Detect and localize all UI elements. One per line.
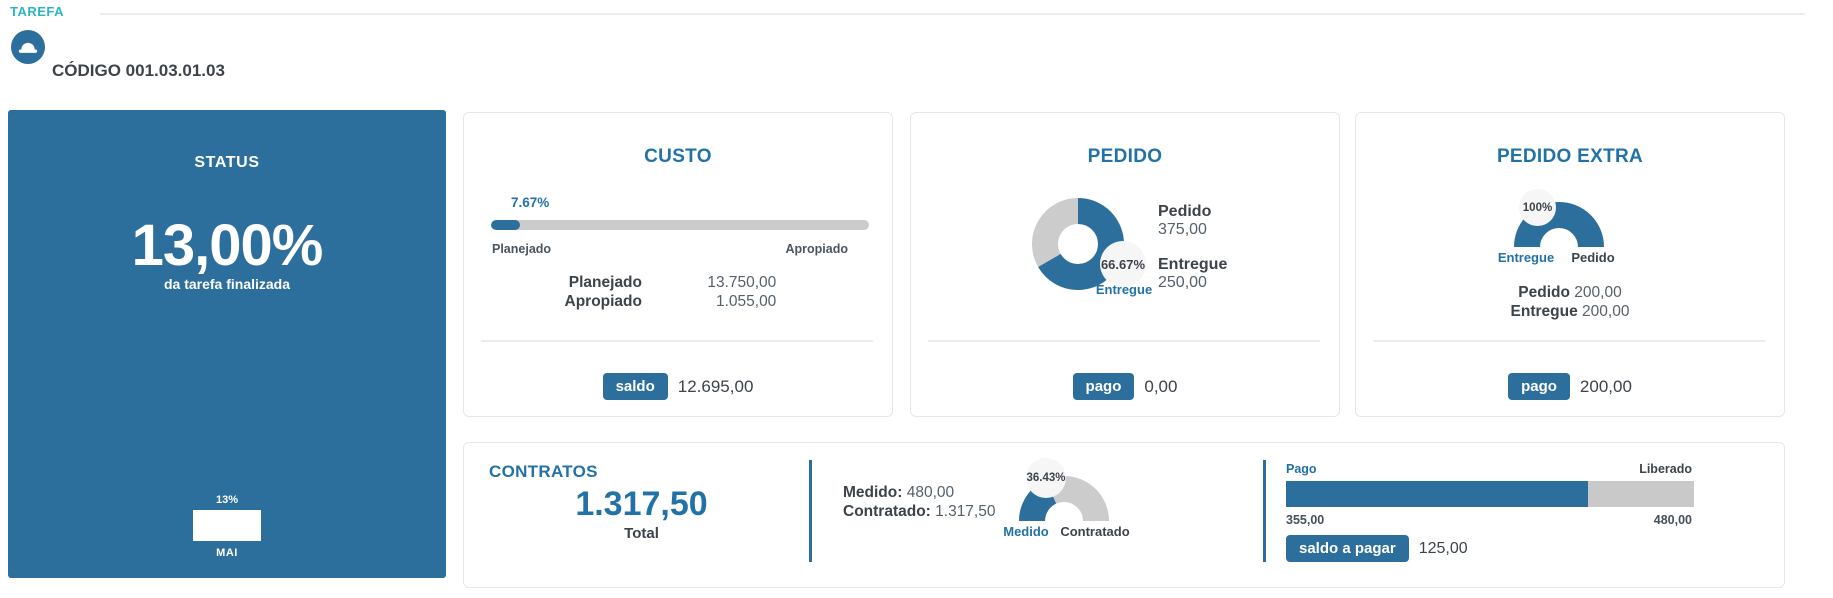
- row-label: Entregue: [1510, 303, 1578, 320]
- row-value: 200,00: [1582, 303, 1630, 320]
- pago-badge: pago: [1508, 373, 1570, 400]
- gauge-label-entregue: Entregue: [1497, 250, 1555, 265]
- custo-values-table: Planejado 13.750,00 Apropiado 1.055,00: [538, 273, 777, 311]
- gauge-label-medido: Medido: [1003, 524, 1049, 539]
- vertical-divider: [1263, 460, 1266, 562]
- custo-bar-label-right: Apropiado: [785, 242, 849, 256]
- contratos-total-label: Total: [624, 525, 659, 542]
- row-label: Pedido: [1518, 284, 1570, 301]
- hardhat-icon: [11, 30, 45, 64]
- contratos-title: CONTRATOS: [489, 462, 598, 481]
- pedido-donut-percent: 66.67%: [1100, 256, 1146, 272]
- status-title: STATUS: [194, 154, 260, 171]
- mini-bar: [193, 510, 261, 541]
- contratos-card: CONTRATOS 1.317,50 Total Medido: 480,00 …: [463, 442, 1785, 588]
- pedido-extra-card: PEDIDO EXTRA 100% Entregue Pedido Pedido…: [1355, 112, 1785, 417]
- pago-badge: pago: [1072, 373, 1135, 400]
- saldo-value: 12.695,00: [677, 376, 754, 396]
- header-divider: [100, 13, 1805, 15]
- custo-title: CUSTO: [644, 146, 712, 167]
- pago-bar-fill: [1286, 481, 1588, 507]
- legend-label: Pedido: [1158, 203, 1212, 220]
- card-divider: [928, 340, 1320, 342]
- vertical-divider: [809, 460, 812, 562]
- custo-row-label: Planejado: [568, 274, 642, 291]
- contratos-total-value: 1.317,50: [575, 485, 708, 523]
- card-divider: [1373, 340, 1765, 342]
- legend-label: Entregue: [1158, 256, 1228, 273]
- pedido-extra-percent-bubble: 100%: [1519, 189, 1556, 226]
- legend-value: 250,00: [1158, 274, 1207, 291]
- custo-row-label: Apropiado: [564, 293, 643, 310]
- custo-bar-label-left: Planejado: [492, 242, 552, 256]
- table-row: Planejado 13.750,00: [538, 273, 777, 292]
- saldo-a-pagar-row: saldo a pagar 125,00: [1286, 535, 1468, 562]
- bar-label-liberado: Liberado: [1639, 462, 1692, 476]
- pedido-donut-percent-bubble: 66.67%: [1100, 241, 1146, 287]
- custo-bar-labels: Planejado Apropiado: [492, 242, 848, 256]
- hardhat-icon-glyph: [18, 42, 38, 53]
- custo-progress-bar: [491, 220, 869, 230]
- custo-row-value: 13.750,00: [707, 274, 777, 291]
- contratos-gauge-percent: 36.43%: [1026, 472, 1066, 484]
- pago-liberado-labels: Pago Liberado: [1286, 462, 1692, 476]
- section-label-tarefa: TAREFA: [10, 4, 65, 19]
- pedido-extra-percent: 100%: [1522, 201, 1553, 214]
- status-subtitle: da tarefa finalizada: [163, 276, 291, 292]
- pago-value-label: 355,00: [1286, 513, 1325, 527]
- saldo-badge: saldo: [602, 373, 668, 400]
- contratos-percent-bubble: 36.43%: [1026, 458, 1066, 498]
- mini-bar-value-label: 13%: [215, 494, 239, 506]
- pago-liberado-values: 355,00 480,00: [1286, 513, 1692, 527]
- pedido-title: PEDIDO: [1087, 146, 1163, 167]
- contratos-gauge-chart: [1019, 476, 1109, 522]
- medido-label: Medido:: [843, 484, 903, 501]
- pedido-extra-title: PEDIDO EXTRA: [1496, 146, 1644, 167]
- custo-card: CUSTO 7.67% Planejado Apropiado Planejad…: [463, 112, 893, 417]
- pago-liberado-bar: [1286, 481, 1694, 507]
- table-row: Apropiado 1.055,00: [538, 292, 777, 311]
- gauge-label-contratado: Contratado: [1060, 524, 1130, 539]
- pedido-legend: Pedido 375,00 Entregue 250,00: [1158, 203, 1227, 309]
- pedido-pago-row: pago 0,00: [911, 373, 1339, 400]
- saldo-a-pagar-value: 125,00: [1418, 539, 1468, 557]
- custo-progress-percent: 7.67%: [511, 195, 550, 210]
- liberado-value-label: 480,00: [1653, 513, 1692, 527]
- custo-progress-fill: [491, 220, 520, 230]
- legend-value: 375,00: [1158, 221, 1207, 238]
- mini-bar-month-label: MAI: [216, 547, 238, 559]
- status-panel: STATUS 13,00% da tarefa finalizada 13% M…: [8, 110, 446, 578]
- card-divider: [481, 340, 873, 342]
- status-percent: 13,00%: [131, 213, 324, 278]
- pago-value: 0,00: [1144, 376, 1178, 396]
- table-row: Entregue 200,00: [1356, 302, 1784, 321]
- gauge-label-pedido: Pedido: [1571, 250, 1615, 265]
- contratos-values-block: Medido: 480,00 Contratado: 1.317,50: [843, 483, 995, 521]
- contratado-label: Contratado:: [843, 503, 931, 520]
- table-row: Pedido 200,00: [1356, 283, 1784, 302]
- pedido-card: PEDIDO 66.67% Entregue Pedido 375,00 Ent…: [910, 112, 1340, 417]
- bar-label-pago: Pago: [1286, 462, 1317, 476]
- saldo-a-pagar-badge: saldo a pagar: [1286, 535, 1409, 562]
- pedido-extra-pago-row: pago 200,00: [1356, 373, 1784, 400]
- custo-saldo-row: saldo 12.695,00: [464, 373, 892, 400]
- medido-value: 480,00: [906, 484, 955, 501]
- custo-row-value: 1.055,00: [715, 293, 777, 310]
- task-code: CÓDIGO 001.03.01.03: [52, 61, 225, 80]
- table-row: Contratado: 1.317,50: [843, 502, 995, 521]
- contratado-value: 1.317,50: [935, 503, 996, 520]
- row-value: 200,00: [1574, 284, 1622, 301]
- table-row: Medido: 480,00: [843, 483, 995, 502]
- pedido-extra-values: Pedido 200,00 Entregue 200,00: [1356, 283, 1784, 321]
- pedido-extra-gauge-chart: [1514, 202, 1604, 248]
- pedido-donut-slice-label: Entregue: [1095, 282, 1153, 297]
- pago-value: 200,00: [1579, 376, 1632, 396]
